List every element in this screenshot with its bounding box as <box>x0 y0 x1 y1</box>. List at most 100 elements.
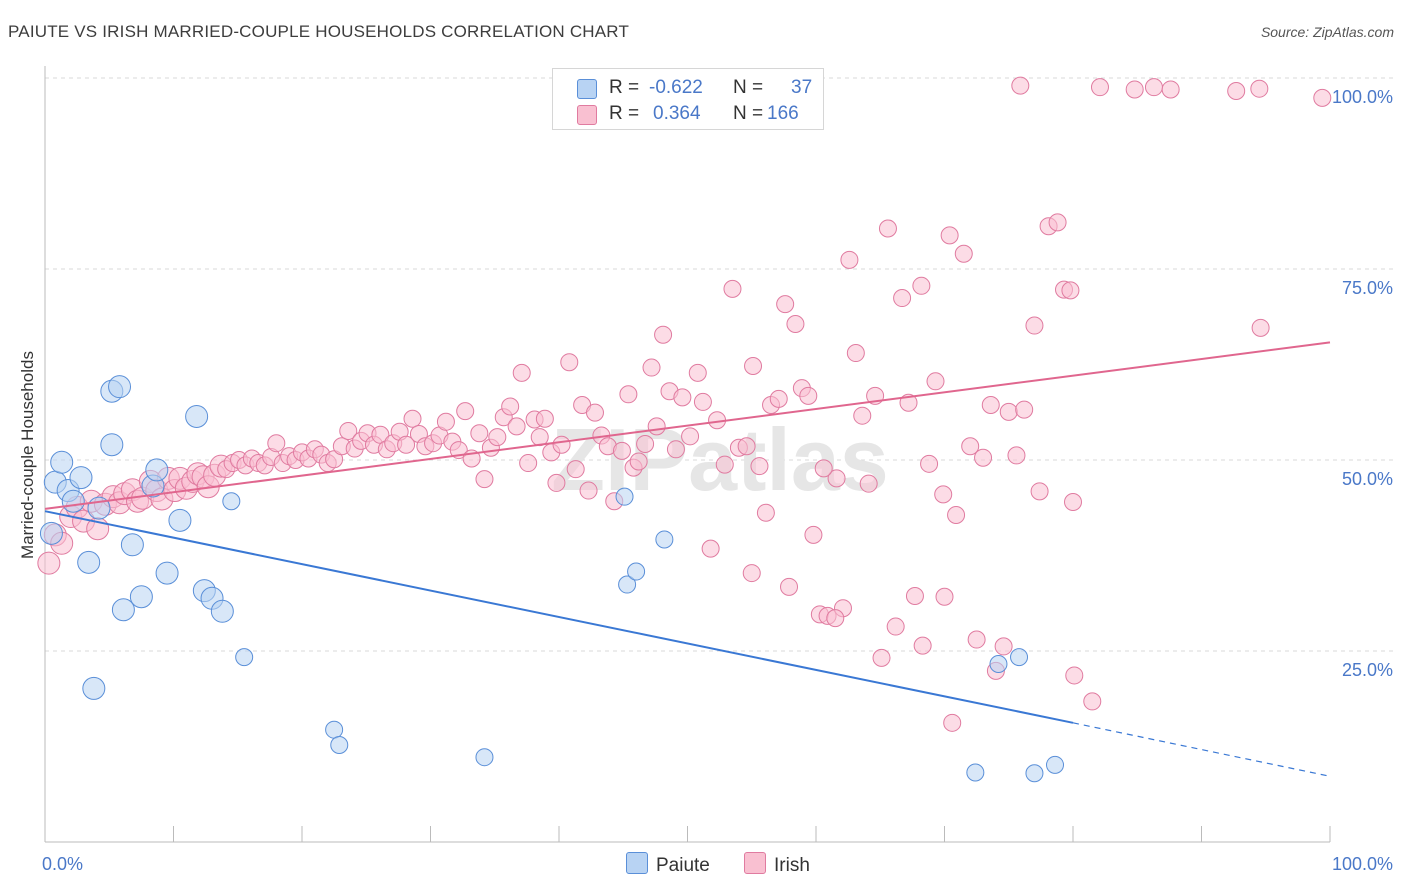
irish-point <box>654 325 673 344</box>
y-tick-label: 50.0% <box>1342 469 1393 489</box>
paiute-point <box>50 450 74 474</box>
irish-point <box>799 386 818 405</box>
irish-point <box>994 637 1013 656</box>
paiute-point <box>145 458 169 482</box>
irish-point <box>475 470 494 489</box>
irish-point <box>893 289 912 308</box>
r-label: R = <box>609 103 640 124</box>
source-label: Source: ZipAtlas.com <box>1260 24 1394 40</box>
paiute-point <box>69 466 93 490</box>
paiute-point <box>155 561 179 585</box>
irish-point <box>397 435 416 454</box>
irish-point <box>1015 400 1034 419</box>
irish-point <box>1125 80 1144 99</box>
irish-point <box>535 409 554 428</box>
y-tick-label: 25.0% <box>1342 660 1393 680</box>
paiute-point <box>1010 648 1029 667</box>
paiute-trend-extension <box>1072 722 1331 777</box>
irish-point <box>905 586 924 605</box>
y-tick-labels: 25.0% 50.0% 75.0% 100.0% <box>1332 87 1393 680</box>
n-label: N = <box>733 77 764 98</box>
irish-point <box>1048 213 1067 232</box>
irish-point <box>647 417 666 436</box>
paiute-point <box>615 487 634 506</box>
irish-point <box>456 402 475 421</box>
irish-point <box>1025 316 1044 335</box>
irish-point <box>935 587 954 606</box>
irish-point <box>913 636 932 655</box>
irish-point <box>814 459 833 478</box>
irish-r-value: 0.364 <box>653 103 701 124</box>
irish-point <box>552 435 571 454</box>
irish-point <box>1030 482 1049 501</box>
irish-trend-line <box>44 341 1331 510</box>
paiute-point <box>475 748 494 767</box>
irish-point <box>547 473 566 492</box>
irish-point <box>666 440 685 459</box>
irish-point <box>1313 88 1332 107</box>
irish-point <box>1161 80 1180 99</box>
irish-point <box>501 397 520 416</box>
irish-points <box>37 76 1332 732</box>
chart-title: PAIUTE VS IRISH MARRIED-COUPLE HOUSEHOLD… <box>8 22 630 41</box>
axes <box>44 66 1331 843</box>
paiute-point <box>210 599 234 623</box>
paiute-point <box>185 404 209 428</box>
r-label: R = <box>609 77 640 98</box>
x-tick-label: 0.0% <box>42 854 83 874</box>
y-axis-label: Married-couple Households <box>18 351 37 559</box>
irish-point <box>403 409 422 428</box>
paiute-point <box>966 763 985 782</box>
n-label: N = <box>733 103 764 124</box>
irish-point <box>878 219 897 238</box>
paiute-swatch <box>577 79 597 99</box>
bottom-legend-irish: Irish <box>744 852 810 877</box>
paiute-point <box>39 521 63 545</box>
irish-point <box>560 353 579 372</box>
irish-point <box>974 448 993 467</box>
irish-n-value: 166 <box>767 103 799 124</box>
paiute-point <box>82 676 106 700</box>
irish-point <box>715 455 734 474</box>
irish-point <box>926 372 945 391</box>
irish-point <box>1061 281 1080 300</box>
paiute-point <box>100 433 124 457</box>
irish-point <box>436 412 455 431</box>
correlation-legend: R = -0.622 N = 37 R = 0.364 N = 166 <box>552 68 824 130</box>
irish-point <box>776 295 795 314</box>
irish-point <box>681 427 700 446</box>
irish-point <box>585 403 604 422</box>
irish-point <box>1065 666 1084 685</box>
paiute-point <box>330 735 349 754</box>
irish-point <box>267 434 286 453</box>
irish-point <box>1064 493 1082 512</box>
irish-point <box>1250 79 1269 98</box>
irish-point <box>642 358 661 377</box>
irish-point <box>629 452 648 471</box>
paiute-legend-label: Paiute <box>656 855 710 876</box>
paiute-point <box>1046 755 1065 774</box>
irish-legend-swatch <box>744 852 766 874</box>
paiute-point <box>129 585 153 609</box>
irish-point <box>701 539 720 558</box>
irish-point <box>744 357 763 376</box>
irish-point <box>1090 78 1109 97</box>
irish-point <box>769 389 788 408</box>
irish-point <box>579 481 598 500</box>
irish-point <box>512 363 531 382</box>
irish-point <box>961 437 980 456</box>
paiute-point <box>108 375 132 399</box>
paiute-n-value: 37 <box>791 77 813 98</box>
irish-point <box>636 434 655 453</box>
irish-point <box>1227 81 1246 100</box>
paiute-point <box>111 598 135 622</box>
paiute-r-value: -0.622 <box>649 77 703 98</box>
irish-point <box>742 564 761 583</box>
irish-legend-label: Irish <box>774 855 810 876</box>
y-tick-label: 100.0% <box>1332 87 1393 107</box>
paiute-legend-swatch <box>626 852 648 874</box>
irish-point <box>840 250 859 269</box>
irish-point <box>1011 76 1030 95</box>
irish-point <box>943 713 962 732</box>
